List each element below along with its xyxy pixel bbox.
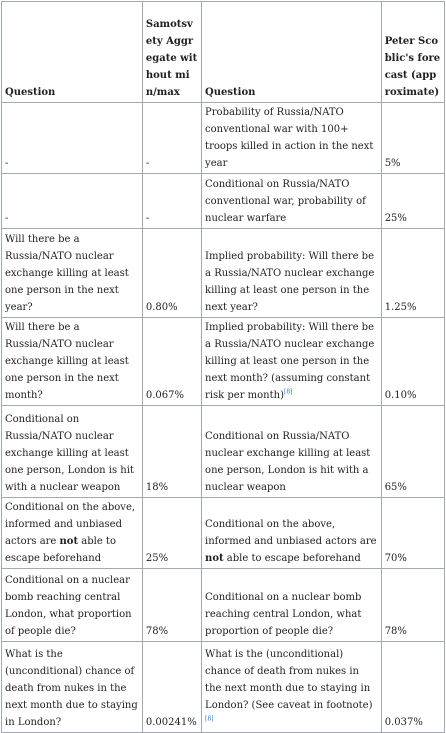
table-cell: Conditional on a nuclear bomb reaching c… xyxy=(201,568,382,642)
table-cell: Probability of Russia/NATO conventional … xyxy=(201,102,382,174)
table-row: Will there be a Russia/NATO nuclear exch… xyxy=(1,228,446,318)
table-cell: 78% xyxy=(141,568,203,642)
table-row: - - Probability of Russia/NATO conventiona… xyxy=(1,102,446,174)
table-cell: 0.80% xyxy=(141,228,203,318)
table-cell: - xyxy=(1,102,143,174)
table-cell: 5% xyxy=(380,102,446,174)
table-cell: 18% xyxy=(141,405,203,498)
table-row: Will there be a Russia/NATO nuclear exch… xyxy=(1,317,446,406)
cell-text: able to escape beforehand xyxy=(5,536,116,564)
table-cell: Conditional on Russia/NATO nuclear excha… xyxy=(1,405,143,498)
cell-text: able to escape beforehand xyxy=(223,553,361,564)
table-cell: Conditional on Russia/NATO conventional … xyxy=(201,173,382,229)
table-cell: 0.067% xyxy=(141,317,203,406)
footnote-ref: [8] xyxy=(283,388,293,396)
cell-text: Implied probability: Will there be a Rus… xyxy=(205,322,375,401)
table-cell: Will there be a Russia/NATO nuclear exch… xyxy=(1,317,143,406)
table-cell: 65% xyxy=(380,405,446,498)
cell-text: What is the (unconditional) chance of de… xyxy=(205,649,373,711)
table-cell: - xyxy=(141,102,203,174)
table-cell: 70% xyxy=(380,497,446,569)
header-cell: Question xyxy=(201,1,382,103)
table-cell: 0.10% xyxy=(380,317,446,406)
header-cell: Question xyxy=(1,1,143,103)
table-row: What is the (unconditional) chance of de… xyxy=(1,641,446,733)
table-cell: 1.25% xyxy=(380,228,446,318)
table-cell: 25% xyxy=(380,173,446,229)
header-cell: Peter Scoblic's forecast (approximate) xyxy=(380,1,446,103)
table-cell: Conditional on the above, informed and u… xyxy=(201,497,382,569)
table-cell: 0.037% xyxy=(380,641,446,733)
table-row: Conditional on the above, informed and u… xyxy=(1,497,446,569)
table-cell: 78% xyxy=(380,568,446,642)
header-cell: Samotsvety Aggregate without min/max xyxy=(141,1,203,103)
table-cell: - xyxy=(141,173,203,229)
table-cell: What is the (unconditional) chance of de… xyxy=(1,641,143,733)
table-cell: Will there be a Russia/NATO nuclear exch… xyxy=(1,228,143,318)
cell-text: Conditional on the above, informed and u… xyxy=(205,519,377,547)
table-row: - - Conditional on Russia/NATO conventiona… xyxy=(1,173,446,229)
cell-text: Conditional on the above, informed and u… xyxy=(5,502,136,547)
emphasis: not xyxy=(205,553,224,564)
header-row: Question Samotsvety Aggregate without min… xyxy=(1,1,446,103)
table-cell: Conditional on a nuclear bomb reaching c… xyxy=(1,568,143,642)
table-cell: Implied probability: Will there be a Rus… xyxy=(201,317,382,406)
table-cell: Implied probability: Will there be a Rus… xyxy=(201,228,382,318)
table-row: Conditional on Russia/NATO nuclear excha… xyxy=(1,405,446,498)
table-cell: 25% xyxy=(141,497,203,569)
table-cell: Conditional on the above, informed and u… xyxy=(1,497,143,569)
footnote-ref: [8] xyxy=(205,715,214,723)
table-row: Conditional on a nuclear bomb reaching c… xyxy=(1,568,446,642)
table-cell: What is the (unconditional) chance of de… xyxy=(201,641,382,733)
table-cell: Conditional on Russia/NATO nuclear excha… xyxy=(201,405,382,498)
emphasis: not xyxy=(59,536,79,547)
table-cell: - xyxy=(1,173,143,229)
table-cell: 0.00241% xyxy=(141,641,203,733)
